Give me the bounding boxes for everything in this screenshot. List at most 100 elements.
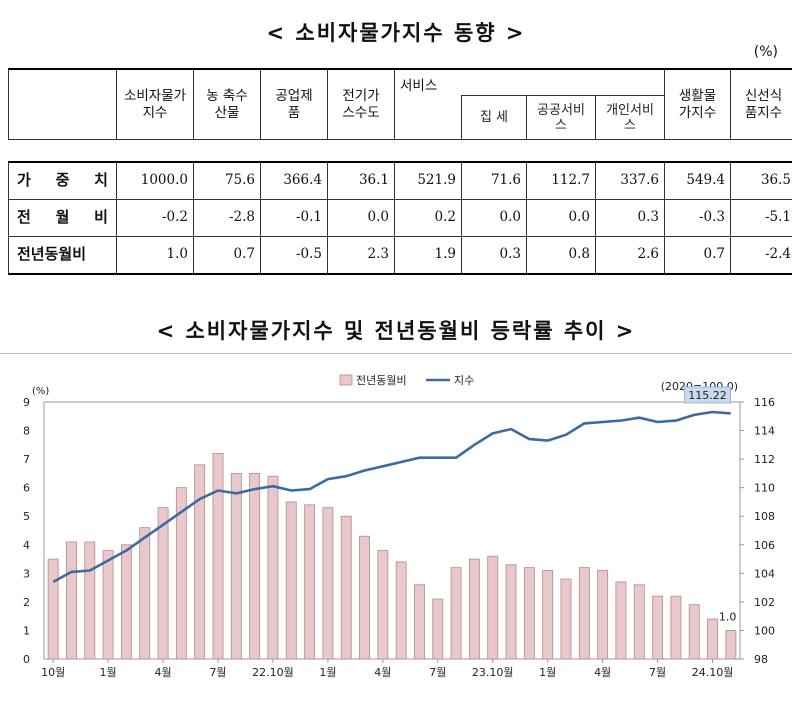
left-axis-tick-label: 6 xyxy=(23,482,30,495)
header-corner xyxy=(9,69,117,140)
bar xyxy=(561,579,571,659)
bar xyxy=(323,508,333,659)
table-cell: 112.7 xyxy=(527,162,596,200)
bar xyxy=(506,565,516,659)
header-services-total xyxy=(395,96,462,140)
table-cell: -5.1 xyxy=(731,199,792,236)
bar-annotation-label: 1.0 xyxy=(719,610,737,623)
bar xyxy=(726,630,736,659)
table-cell: -0.2 xyxy=(117,199,194,236)
bar xyxy=(543,570,553,659)
right-axis-tick-label: 114 xyxy=(754,425,775,438)
right-axis-tick-label: 104 xyxy=(754,567,775,580)
index-annotation-label: 115.22 xyxy=(688,389,727,402)
bar xyxy=(579,568,589,659)
bar xyxy=(341,516,351,659)
left-axis-tick-label: 1 xyxy=(23,624,30,637)
bar xyxy=(121,545,131,659)
table-unit: (%) xyxy=(754,44,778,60)
table-cell: 0.8 xyxy=(527,236,596,274)
table-cell: -0.1 xyxy=(261,199,328,236)
table-cell: 2.3 xyxy=(328,236,395,274)
bar xyxy=(85,542,95,659)
table-title: < 소비자물가지수 동향 > xyxy=(0,17,792,47)
row-label: 전년동월비 xyxy=(9,236,117,274)
bar xyxy=(268,476,278,659)
header-personal-services: 개인서비스 xyxy=(596,96,665,140)
bar xyxy=(231,473,241,659)
bar xyxy=(158,508,168,659)
table-cell: 337.6 xyxy=(596,162,665,200)
bar xyxy=(250,473,260,659)
table-cell: -0.3 xyxy=(665,199,731,236)
right-axis-tick-label: 106 xyxy=(754,539,775,552)
table-cell: 0.3 xyxy=(596,199,665,236)
table-cell: 0.0 xyxy=(328,199,395,236)
x-axis-tick-label: 4월 xyxy=(594,666,611,679)
legend-bar-label: 전년동월비 xyxy=(356,374,407,387)
table-cell: 0.7 xyxy=(194,236,261,274)
table-cell: 0.0 xyxy=(527,199,596,236)
row-label: 전 월 비 xyxy=(9,199,117,236)
left-axis-tick-label: 5 xyxy=(23,510,30,523)
header-agri: 농 축수산물 xyxy=(194,69,261,140)
x-axis-tick-label: 1월 xyxy=(319,666,336,679)
chart-svg: 0123456789(%)981001021041061081101121141… xyxy=(0,354,792,706)
x-axis-tick-label: 22.10월 xyxy=(252,666,294,679)
bar xyxy=(213,453,223,659)
left-axis-tick-label: 8 xyxy=(23,425,30,438)
bar xyxy=(66,542,76,659)
right-axis-tick-label: 102 xyxy=(754,596,775,609)
bar xyxy=(671,596,681,659)
header-services: 서비스 xyxy=(395,69,665,96)
row-label: 가 중 치 xyxy=(9,162,117,200)
right-axis-tick-label: 110 xyxy=(754,482,775,495)
header-fresh-food: 신선식품지수 xyxy=(731,69,792,140)
table-cell: -2.8 xyxy=(194,199,261,236)
table-cell: 71.6 xyxy=(462,162,527,200)
bar xyxy=(469,559,479,659)
table-cell: 2.6 xyxy=(596,236,665,274)
bar xyxy=(707,619,717,659)
bar xyxy=(414,585,424,659)
table-row: 전년동월비 1.0 0.7 -0.5 2.3 1.9 0.3 0.8 2.6 0… xyxy=(9,236,792,274)
table-cell: 366.4 xyxy=(261,162,328,200)
table-row: 가 중 치 1000.0 75.6 366.4 36.1 521.9 71.6 … xyxy=(9,162,792,200)
bar xyxy=(689,605,699,659)
bar xyxy=(140,528,150,659)
header-industrial: 공업제품 xyxy=(261,69,328,140)
bar xyxy=(598,570,608,659)
bar xyxy=(48,559,58,659)
header-public-services: 공공서비스 xyxy=(527,96,596,140)
x-axis-tick-label: 4월 xyxy=(154,666,171,679)
x-axis-tick-label: 1월 xyxy=(539,666,556,679)
chart-title: < 소비자물가지수 및 전년동월비 등락률 추이 > xyxy=(0,315,792,345)
bar xyxy=(396,562,406,659)
header-utilities: 전기가스수도 xyxy=(328,69,395,140)
right-axis-tick-label: 116 xyxy=(754,396,775,409)
bar xyxy=(195,465,205,659)
table-cell: 36.5 xyxy=(731,162,792,200)
bar xyxy=(359,536,369,659)
header-cpi: 소비자물가지수 xyxy=(117,69,194,140)
bar xyxy=(103,550,113,659)
x-axis-tick-label: 4월 xyxy=(374,666,391,679)
bar xyxy=(634,585,644,659)
x-axis-tick-label: 7월 xyxy=(429,666,446,679)
bar xyxy=(286,502,296,659)
table-cell: 36.1 xyxy=(328,162,395,200)
right-axis-tick-label: 98 xyxy=(754,653,768,666)
right-axis-tick-label: 108 xyxy=(754,510,775,523)
right-axis-tick-label: 112 xyxy=(754,453,775,466)
bar xyxy=(524,568,534,659)
table-cell: 1.9 xyxy=(395,236,462,274)
table-cell: 0.2 xyxy=(395,199,462,236)
header-rent: 집 세 xyxy=(462,96,527,140)
bar xyxy=(433,599,443,659)
table-cell: 0.3 xyxy=(462,236,527,274)
table-cell: 1.0 xyxy=(117,236,194,274)
x-axis-tick-label: 7월 xyxy=(209,666,226,679)
bar xyxy=(378,550,388,659)
right-axis-tick-label: 100 xyxy=(754,624,775,637)
left-axis-tick-label: 7 xyxy=(23,453,30,466)
